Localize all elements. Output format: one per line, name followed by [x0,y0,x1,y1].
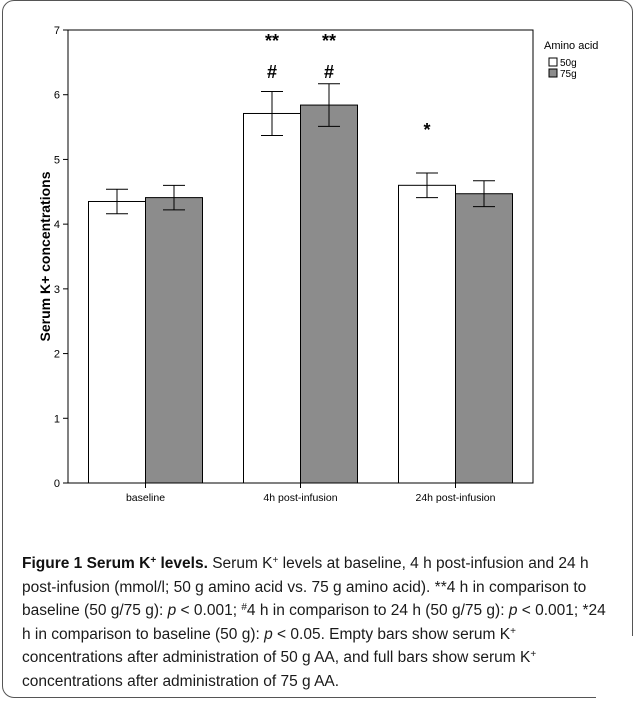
legend-label-50g: 50g [560,58,577,69]
x-tick-label: 4h post-infusion [263,492,337,504]
significance-marker: ** [322,31,336,51]
bar-50g [88,200,146,484]
y-tick-label: 2 [54,349,60,361]
figure-caption: Figure 1 Serum K+ levels. Serum K+ level… [22,555,606,690]
y-tick-label: 0 [54,478,60,490]
significance-marker: ** [265,31,279,51]
legend-swatch-75g [548,68,558,78]
legend-title: Amino acid [544,40,598,52]
caption-label: Figure 1 Serum K+ levels. [22,555,208,572]
bar-chart: 0 1 2 3 4 5 6 7 Serum K+ concentrations baseline 4… [37,25,598,504]
bar-50g [398,184,456,484]
y-tick-label: 4 [54,219,60,231]
significance-marker: * [423,120,430,140]
frame-gap-bottom [596,688,633,702]
significance-marker: # [324,62,334,82]
bar-75g [300,104,358,484]
x-tick-label: 24h post-infusion [416,492,496,504]
y-tick-label: 6 [54,90,60,102]
legend-label-75g: 75g [560,69,577,80]
y-tick-label: 3 [54,284,60,296]
legend-swatch-50g [548,57,558,67]
y-tick-label: 1 [54,413,60,425]
y-tick-label: 7 [54,25,60,37]
x-tick-label: baseline [126,492,165,504]
y-axis-label: Serum K+ concentrations [37,171,53,341]
y-tick-label: 5 [54,154,60,166]
bar-50g [243,112,301,484]
bar-75g [455,193,513,484]
bar-75g [145,197,203,484]
significance-marker: # [267,62,277,82]
